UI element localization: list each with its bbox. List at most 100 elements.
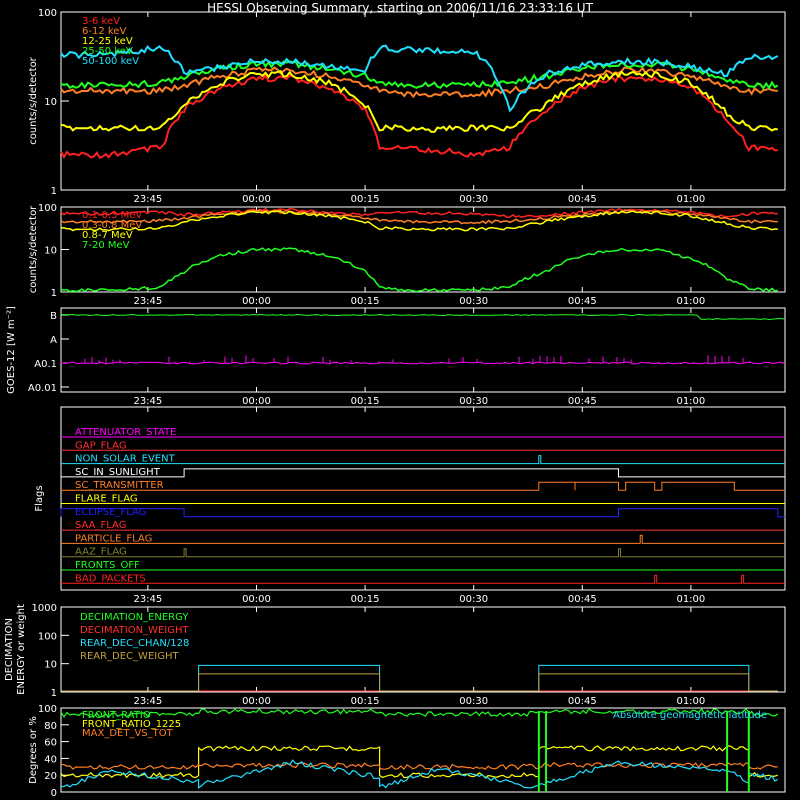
panel-frame — [60, 307, 786, 393]
y-tick-label: 1000 — [32, 603, 57, 614]
y-tick-label: 60 — [44, 738, 57, 749]
x-tick-label: 00:45 — [568, 594, 597, 605]
flag-label: NON_SOLAR_EVENT — [75, 454, 176, 465]
flag-label: SAA_FLAG — [75, 520, 126, 531]
legend-entry: 6-12 keV — [82, 26, 126, 37]
y-tick-label: B — [50, 311, 57, 322]
y-tick-label: A — [50, 335, 57, 346]
y-tick-label: 10 — [44, 246, 57, 257]
x-tick-label: 01:00 — [676, 396, 705, 407]
legend-entry: REAR_DEC_WEIGHT — [80, 651, 179, 662]
x-tick-label: 00:15 — [351, 194, 380, 205]
series-line-goes — [60, 361, 786, 365]
y-tick-label: 10 — [44, 660, 57, 671]
series-line-3-6-kev — [60, 73, 778, 160]
y-axis-label: GOES-12 [W m⁻²] — [6, 306, 17, 394]
legend-entry: FRONT_RATIO_1225 — [82, 719, 181, 730]
panel-frame — [60, 406, 786, 591]
series-line-12-25-kev — [60, 70, 778, 133]
y-tick-label: 100 — [38, 8, 57, 19]
x-tick-label: 23:45 — [133, 296, 162, 307]
legend-entry: 3-6 keV — [82, 16, 120, 27]
series-line-50-100-kev — [60, 44, 779, 113]
flag-label: AAZ_FLAG — [75, 547, 127, 558]
y-tick-label: 1 — [51, 288, 57, 299]
legend-entry: DECIMATION_WEIGHT — [80, 625, 189, 636]
flag-label: BAD_PACKETS — [75, 573, 146, 584]
x-tick-label: 23:45 — [133, 194, 162, 205]
y-tick-label: 100 — [38, 203, 57, 214]
legend-entry: DECIMATION_ENERGY — [80, 612, 189, 623]
flag-line-bad-packets — [61, 574, 785, 584]
series-line-front-ratio-1225 — [60, 745, 778, 779]
legend-entry: 0.8-7 MeV — [82, 230, 133, 241]
flag-label: PARTICLE_FLAG — [75, 533, 152, 544]
flag-label: SC_IN_SUNLIGHT — [75, 467, 161, 478]
x-tick-label: 01:00 — [676, 696, 705, 707]
x-tick-label: 00:15 — [351, 296, 380, 307]
series-line-decimation — [61, 664, 778, 692]
x-tick-label: 00:45 — [568, 396, 597, 407]
flag-line-aaz-flag — [61, 548, 785, 558]
series-line-7-20-mev — [60, 247, 778, 293]
series-line-max-det-vs-tot — [60, 762, 778, 771]
legend-entry: MAX_DET_VS_TOT — [82, 728, 174, 739]
y-tick-label: 100 — [38, 631, 57, 642]
annotation-label: Absolute geomagnetic latitude — [613, 710, 767, 721]
flag-line-sc-transmitter — [61, 481, 785, 491]
x-tick-label: 00:30 — [459, 296, 488, 307]
x-tick-label: 00:15 — [351, 396, 380, 407]
y-axis-label: counts/s/detector — [28, 205, 39, 293]
flag-line-non-solar-event — [61, 455, 785, 465]
legend-entry: 50-100 keV — [82, 56, 139, 67]
flag-label: ECLIPSE_FLAG — [75, 507, 146, 518]
x-tick-label: 00:15 — [351, 594, 380, 605]
x-tick-label: 00:00 — [242, 396, 271, 407]
y-tick-label: 1 — [51, 688, 57, 699]
x-tick-label: 00:00 — [242, 296, 271, 307]
x-tick-label: 01:00 — [676, 296, 705, 307]
flag-label: FLARE_FLAG — [75, 494, 138, 505]
flag-line-particle-flag — [61, 534, 785, 544]
x-tick-label: 00:00 — [242, 594, 271, 605]
x-tick-label: 23:45 — [133, 396, 162, 407]
series-line-absolute-geomagnetic-latitude — [60, 759, 779, 789]
flag-line-sc-in-sunlight — [61, 468, 785, 478]
x-tick-label: 00:15 — [351, 696, 380, 707]
y-axis-label: counts/s/detector — [28, 56, 39, 144]
y-tick-label: A0.1 — [34, 359, 57, 370]
y-tick-label: 100 — [38, 704, 57, 715]
series-line-0-8-7-mev — [60, 210, 778, 232]
legend-entry: 0.1-0.3 MeV — [82, 210, 142, 221]
legend-entry: 12-25 keV — [82, 36, 133, 47]
legend-entry: REAR_DEC_CHAN/128 — [80, 638, 189, 649]
x-tick-label: 00:30 — [459, 594, 488, 605]
flag-label: ATTENUATOR_STATE — [75, 427, 176, 438]
x-tick-label: 00:30 — [459, 396, 488, 407]
series-line-decimation — [61, 673, 778, 692]
y-axis-label: Flags — [34, 485, 45, 511]
y-tick-label: 10 — [44, 97, 57, 108]
flag-label: GAP_FLAG — [75, 440, 127, 451]
flag-label: SC_TRANSMITTER — [75, 480, 164, 491]
y-tick-label: 80 — [44, 721, 57, 732]
x-tick-label: 23:45 — [133, 594, 162, 605]
y-axis-label: Degrees or % — [28, 716, 39, 784]
x-tick-label: 00:45 — [568, 296, 597, 307]
series-line-0-3-0-8-mev — [60, 209, 778, 225]
y-tick-label: 1 — [51, 186, 57, 197]
panel-frame — [60, 606, 786, 693]
panel-frame — [60, 11, 786, 191]
y-axis-label: DECIMATION — [4, 618, 15, 681]
flag-label: FRONTS_OFF — [75, 560, 140, 571]
y-tick-label: A0.01 — [28, 383, 57, 394]
y-tick-label: 0 — [51, 788, 57, 799]
x-tick-label: 01:00 — [676, 594, 705, 605]
y-tick-label: 40 — [44, 754, 57, 765]
legend-entry: 25-50 keV — [82, 46, 133, 57]
legend-entry: 0.3-0.8 MeV — [82, 220, 142, 231]
panel-frame — [60, 707, 786, 793]
x-tick-label: 00:30 — [459, 696, 488, 707]
x-tick-label: 23:45 — [133, 696, 162, 707]
